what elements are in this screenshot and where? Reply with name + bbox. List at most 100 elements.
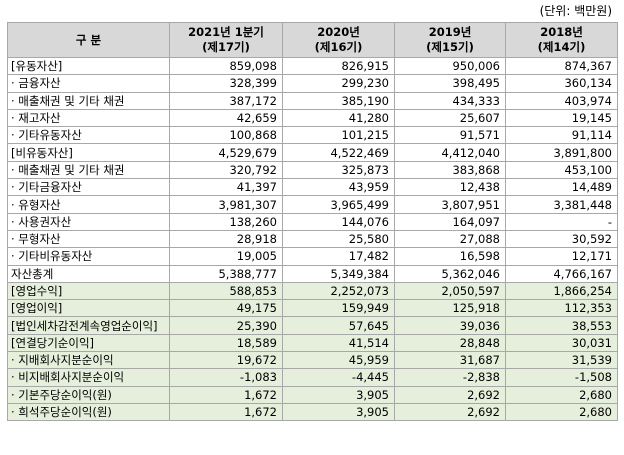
row-value: 49,175 xyxy=(169,299,283,318)
table-header-row: 구 분 2021년 1분기 (제17기) 2020년 (제16기) 2019년 (제1… xyxy=(7,22,618,58)
row-value: 385,190 xyxy=(282,91,395,110)
row-value: 38,553 xyxy=(505,316,618,335)
row-value: 826,915 xyxy=(282,56,395,76)
row-value: 28,918 xyxy=(169,229,283,249)
row-value: -1,083 xyxy=(169,368,283,387)
row-value: 3,905 xyxy=(282,402,395,422)
row-value: 159,949 xyxy=(282,299,395,318)
table-row: [영업수익] 588,853 2,252,073 2,050,597 1,866,254 xyxy=(7,281,618,301)
row-value: 42,659 xyxy=(169,108,283,128)
unit-note: (단위: 백만원) xyxy=(539,4,612,18)
row-value: - xyxy=(505,212,618,231)
row-value: 3,905 xyxy=(282,385,395,404)
row-label: · 사용권자산 xyxy=(7,212,170,231)
row-label: · 무형자산 xyxy=(7,229,170,249)
row-label: · 기타비유동자산 xyxy=(7,247,170,266)
row-label: [법인세차감전계속영업순이익] xyxy=(7,316,170,335)
table-row: [유동자산] 859,098 826,915 950,006 874,367 xyxy=(7,56,618,76)
row-value: 25,607 xyxy=(394,108,506,128)
table-row: · 금융자산 328,399 299,230 398,495 360,134 xyxy=(7,74,618,93)
row-value: 25,390 xyxy=(169,316,283,335)
row-value: 31,687 xyxy=(394,351,506,370)
row-value: 41,397 xyxy=(169,178,283,197)
row-value: 14,489 xyxy=(505,178,618,197)
row-value: 2,050,597 xyxy=(394,281,506,301)
row-label: · 재고자산 xyxy=(7,108,170,128)
row-value: 17,482 xyxy=(282,247,395,266)
balance-sheet-section: [유동자산] 859,098 826,915 950,006 874,367 · 금융자산… xyxy=(7,56,618,283)
row-value: 100,868 xyxy=(169,126,283,145)
row-value: 30,031 xyxy=(505,333,618,353)
row-value: -4,445 xyxy=(282,368,395,387)
row-value: 403,974 xyxy=(505,91,618,110)
row-value: 3,981,307 xyxy=(169,195,283,214)
row-value: 434,333 xyxy=(394,91,506,110)
row-value: 5,349,384 xyxy=(282,264,395,283)
row-value: 12,438 xyxy=(394,178,506,197)
row-value: -1,508 xyxy=(505,368,618,387)
row-value: 328,399 xyxy=(169,74,283,93)
row-value: 101,215 xyxy=(282,126,395,145)
row-value: 2,680 xyxy=(505,385,618,404)
table-row: [연결당기순이익] 18,589 41,514 28,848 30,031 xyxy=(7,333,618,353)
row-value: 387,172 xyxy=(169,91,283,110)
row-value: -2,838 xyxy=(394,368,506,387)
table-row: · 희석주당순이익(원) 1,672 3,905 2,692 2,680 xyxy=(7,402,618,422)
table-row: · 재고자산 42,659 41,280 25,607 19,145 xyxy=(7,108,618,128)
row-value: 112,353 xyxy=(505,299,618,318)
row-value: 950,006 xyxy=(394,56,506,76)
row-value: 3,807,951 xyxy=(394,195,506,214)
row-value: 41,280 xyxy=(282,108,395,128)
row-value: 874,367 xyxy=(505,56,618,76)
table-row: [영업이익] 49,175 159,949 125,918 112,353 xyxy=(7,299,618,318)
financial-summary-table: 구 분 2021년 1분기 (제17기) 2020년 (제16기) 2019년 (제1… xyxy=(7,22,618,422)
row-value: 4,412,040 xyxy=(394,143,506,162)
row-label: · 매출채권 및 기타 채권 xyxy=(7,91,170,110)
table-row: · 기타비유동자산 19,005 17,482 16,598 12,171 xyxy=(7,247,618,266)
row-label: [비유동자산] xyxy=(7,143,170,162)
row-label: [영업수익] xyxy=(7,281,170,301)
row-value: 144,076 xyxy=(282,212,395,231)
row-value: 30,592 xyxy=(505,229,618,249)
table-row: · 기타금융자산 41,397 43,959 12,438 14,489 xyxy=(7,178,618,197)
row-label: · 금융자산 xyxy=(7,74,170,93)
row-value: 19,145 xyxy=(505,108,618,128)
row-value: 588,853 xyxy=(169,281,283,301)
row-label: · 기타유동자산 xyxy=(7,126,170,145)
table-row: · 비지배회사지분순이익 -1,083 -4,445 -2,838 -1,508 xyxy=(7,368,618,387)
row-value: 19,672 xyxy=(169,351,283,370)
row-value: 4,766,167 xyxy=(505,264,618,283)
row-value: 2,692 xyxy=(394,402,506,422)
row-value: 25,580 xyxy=(282,229,395,249)
row-value: 299,230 xyxy=(282,74,395,93)
row-value: 57,645 xyxy=(282,316,395,335)
row-value: 859,098 xyxy=(169,56,283,76)
row-value: 39,036 xyxy=(394,316,506,335)
table-row: · 기본주당순이익(원) 1,672 3,905 2,692 2,680 xyxy=(7,385,618,404)
row-value: 91,114 xyxy=(505,126,618,145)
row-value: 320,792 xyxy=(169,160,283,180)
row-label: [유동자산] xyxy=(7,56,170,76)
row-value: 2,680 xyxy=(505,402,618,422)
row-label: [영업이익] xyxy=(7,299,170,318)
table-row: 자산총계 5,388,777 5,349,384 5,362,046 4,766,167 xyxy=(7,264,618,283)
row-value: 398,495 xyxy=(394,74,506,93)
table-row: · 사용권자산 138,260 144,076 164,097- xyxy=(7,212,618,231)
table-row: · 유형자산 3,981,307 3,965,499 3,807,951 3,381,4… xyxy=(7,195,618,214)
row-value: 3,891,800 xyxy=(505,143,618,162)
header-period-2021q1: 2021년 1분기 (제17기) xyxy=(169,22,283,58)
table-row: · 매출채권 및 기타 채권 387,172 385,190 434,333 403,9… xyxy=(7,91,618,110)
row-value: 2,692 xyxy=(394,385,506,404)
row-value: 12,171 xyxy=(505,247,618,266)
row-label: · 유형자산 xyxy=(7,195,170,214)
row-value: 325,873 xyxy=(282,160,395,180)
header-label: 구 분 xyxy=(7,22,170,58)
row-label: · 기본주당순이익(원) xyxy=(7,385,170,404)
row-label: · 희석주당순이익(원) xyxy=(7,402,170,422)
income-statement-section: [영업수익] 588,853 2,252,073 2,050,597 1,866,254… xyxy=(7,281,618,422)
row-value: 164,097 xyxy=(394,212,506,231)
table-row: [법인세차감전계속영업순이익] 25,390 57,645 39,036 38,553 xyxy=(7,316,618,335)
row-value: 45,959 xyxy=(282,351,395,370)
row-value: 43,959 xyxy=(282,178,395,197)
row-label: 자산총계 xyxy=(7,264,170,283)
